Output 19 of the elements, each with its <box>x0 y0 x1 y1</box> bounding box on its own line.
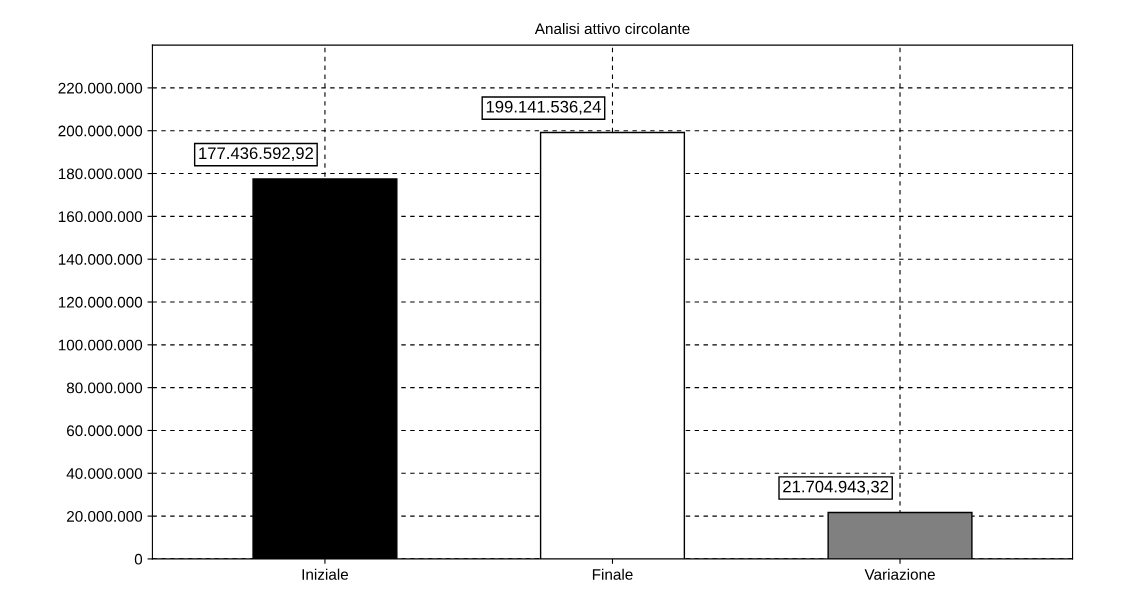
x-tick-label: Iniziale <box>302 568 349 580</box>
y-tick-label: 80.000.000 <box>66 382 143 394</box>
y-tick-label: 200.000.000 <box>58 125 143 137</box>
y-tick-label: 120.000.000 <box>58 296 143 308</box>
y-tick-label: 160.000.000 <box>58 211 143 223</box>
x-tick-label: Finale <box>592 568 633 580</box>
y-tick-label: 100.000.000 <box>58 339 143 351</box>
data-label: 199.141.536,24 <box>486 100 601 115</box>
y-tick-label: 60.000.000 <box>67 425 143 437</box>
chart-title: Analisi attivo circolante <box>534 22 690 35</box>
data-label: 177.436.592,92 <box>199 147 313 162</box>
data-label: 21.704.943,32 <box>783 480 889 495</box>
y-tick-label: 20.000.000 <box>67 510 143 522</box>
y-tick-label: 140.000.000 <box>58 254 143 265</box>
y-tick-label: 0 <box>134 553 143 565</box>
y-tick-label: 180.000.000 <box>58 168 143 180</box>
y-tick-label: 220.000.000 <box>58 82 143 94</box>
y-tick-label: 40.000.000 <box>66 468 143 479</box>
x-tick-label: Variazione <box>864 568 935 580</box>
